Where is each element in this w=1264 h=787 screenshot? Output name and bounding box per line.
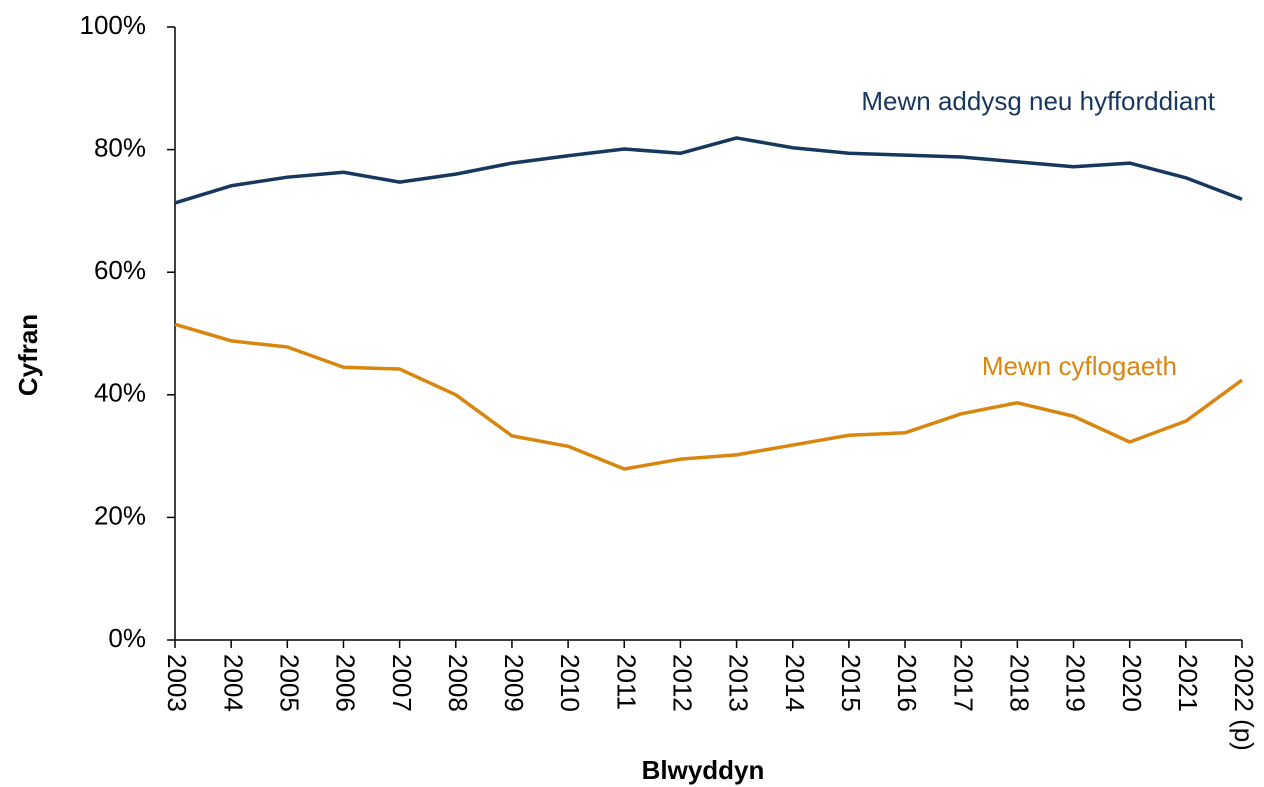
x-tick-label: 2008 xyxy=(443,654,473,712)
y-tick-label: 0% xyxy=(108,623,146,653)
x-tick-label: 2019 xyxy=(1061,654,1091,712)
x-tick-label: 2018 xyxy=(1004,654,1034,712)
y-tick-label: 40% xyxy=(94,378,146,408)
x-tick-label: 2006 xyxy=(331,654,361,712)
y-tick-label: 100% xyxy=(80,10,147,40)
series-label: Mewn addysg neu hyfforddiant xyxy=(861,86,1215,116)
x-tick-label: 2020 xyxy=(1117,654,1147,712)
series-line xyxy=(174,136,1243,205)
x-tick-label: 2013 xyxy=(724,654,754,712)
x-tick-label: 2009 xyxy=(499,654,529,712)
x-tick-label: 2016 xyxy=(892,654,922,712)
x-axis-label: Blwyddyn xyxy=(642,755,765,785)
x-tick-label: 2012 xyxy=(668,654,698,712)
x-tick-label: 2015 xyxy=(836,654,866,712)
x-tick-label: 2011 xyxy=(611,654,641,710)
x-tick-label: 2021 xyxy=(1173,654,1203,712)
series-line xyxy=(174,322,1244,471)
x-tick-label: 2014 xyxy=(780,654,810,712)
x-tick-label: 2007 xyxy=(387,654,417,712)
y-tick-label: 60% xyxy=(94,255,146,285)
y-tick-label: 80% xyxy=(94,132,146,162)
x-tick-label: 2017 xyxy=(948,654,978,712)
x-tick-label: 2003 xyxy=(162,654,192,712)
x-tick-label: 2010 xyxy=(555,654,585,712)
x-tick-label: 2005 xyxy=(274,654,304,712)
y-axis-label: Cyfran xyxy=(13,314,43,396)
x-tick-label: 2004 xyxy=(218,654,248,712)
x-tick-label: 2022 (p) xyxy=(1229,654,1259,751)
series-label: Mewn cyflogaeth xyxy=(982,351,1177,381)
y-tick-label: 20% xyxy=(94,500,146,530)
